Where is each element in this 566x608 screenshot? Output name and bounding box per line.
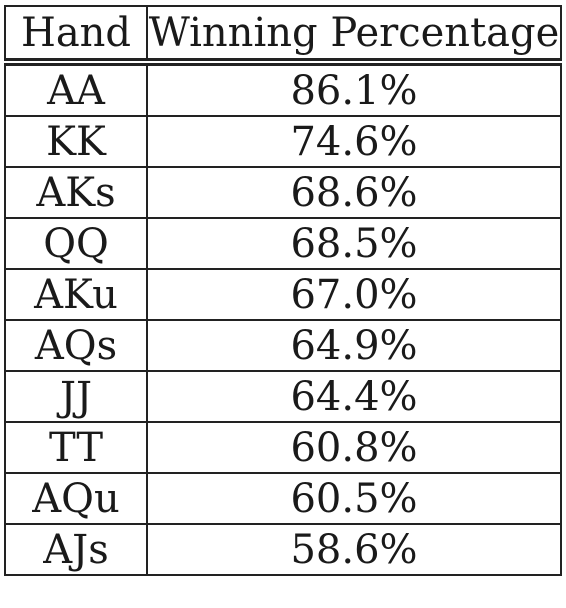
cell-hand: JJ xyxy=(4,370,148,423)
header-row: Hand Winning Percentage xyxy=(4,5,562,65)
table-row: KK 74.6% xyxy=(4,115,562,168)
cell-percentage: 60.5% xyxy=(146,472,562,525)
table-row: AKu 67.0% xyxy=(4,268,562,321)
cell-hand: AQu xyxy=(4,472,148,525)
table-row: AJs 58.6% xyxy=(4,523,562,576)
cell-percentage: 68.6% xyxy=(146,166,562,219)
cell-percentage: 60.8% xyxy=(146,421,562,474)
cell-percentage: 64.4% xyxy=(146,370,562,423)
table-row: AA 86.1% xyxy=(4,61,562,117)
cell-hand: TT xyxy=(4,421,148,474)
table-row: JJ 64.4% xyxy=(4,370,562,423)
cell-percentage: 67.0% xyxy=(146,268,562,321)
cell-hand: AKs xyxy=(4,166,148,219)
table-row: AKs 68.6% xyxy=(4,166,562,219)
cell-hand: QQ xyxy=(4,217,148,270)
cell-hand: AJs xyxy=(4,523,148,576)
header-winning-percentage: Winning Percentage xyxy=(146,5,562,65)
table-row: TT 60.8% xyxy=(4,421,562,474)
cell-hand: AA xyxy=(4,61,148,117)
cell-percentage: 68.5% xyxy=(146,217,562,270)
cell-hand: KK xyxy=(4,115,148,168)
cell-hand: AKu xyxy=(4,268,148,321)
cell-percentage: 86.1% xyxy=(146,61,562,117)
cell-hand: AQs xyxy=(4,319,148,372)
hand-winning-table: Hand Winning Percentage AA 86.1% KK 74.6… xyxy=(4,5,562,576)
cell-percentage: 58.6% xyxy=(146,523,562,576)
table-row: QQ 68.5% xyxy=(4,217,562,270)
cell-percentage: 64.9% xyxy=(146,319,562,372)
cell-percentage: 74.6% xyxy=(146,115,562,168)
table-row: AQu 60.5% xyxy=(4,472,562,525)
data-table: Hand Winning Percentage AA 86.1% KK 74.6… xyxy=(4,5,562,576)
header-hand: Hand xyxy=(4,5,148,65)
table-row: AQs 64.9% xyxy=(4,319,562,372)
